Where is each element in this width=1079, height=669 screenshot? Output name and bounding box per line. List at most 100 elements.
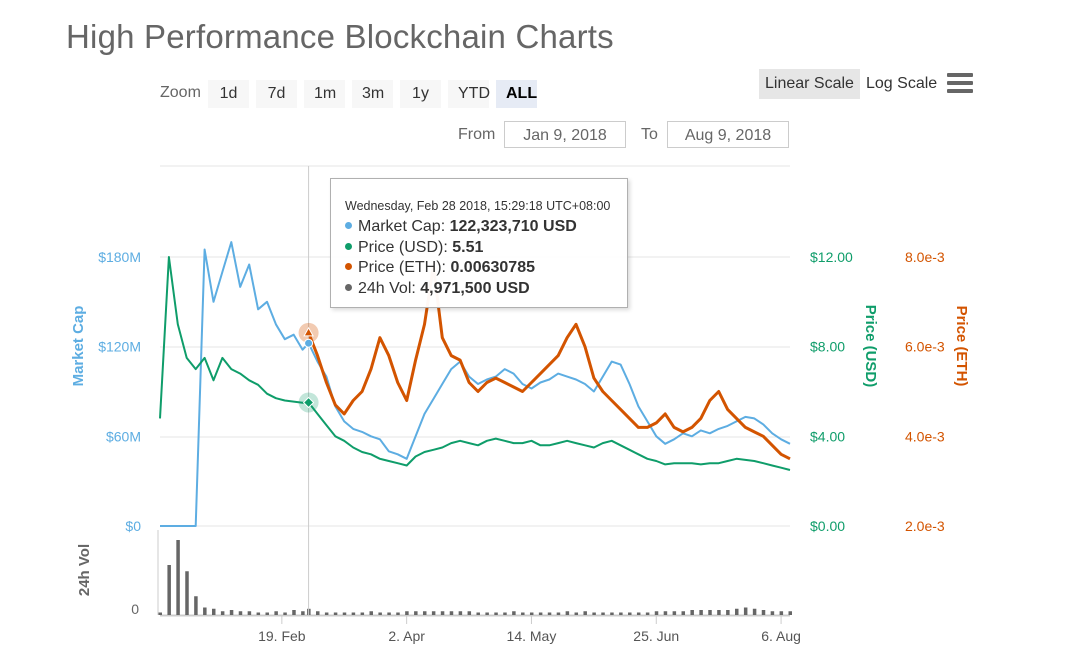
tooltip-value: 0.00630785 [450, 259, 535, 276]
zoom-1y-button[interactable]: 1y [400, 80, 441, 108]
left-axis-tick-label: $180M [98, 249, 141, 265]
volume-bar [726, 610, 730, 615]
tooltip-value: 122,323,710 USD [449, 218, 577, 235]
volume-bar [743, 607, 748, 615]
price-usd-line [159, 256, 791, 471]
volume-bar [681, 611, 686, 615]
volume-bar [292, 610, 296, 615]
left-axis-tick-label: $0 [125, 518, 141, 534]
price-usd-axis-tick-label: $12.00 [810, 249, 853, 265]
price-usd-axis-tick-label: $0.00 [810, 518, 845, 534]
volume-bar [229, 610, 234, 615]
volume-bar [351, 612, 356, 615]
volume-bar [494, 612, 498, 615]
volume-bar [592, 612, 596, 615]
volume-bar [203, 607, 207, 615]
hamburger-menu-icon[interactable] [947, 73, 973, 95]
volume-bar [440, 611, 445, 615]
tooltip-label: Market Cap: [358, 218, 446, 235]
volume-bar [238, 611, 243, 615]
volume-bar [167, 565, 171, 615]
range-from-input[interactable]: Jan 9, 2018 [504, 121, 626, 148]
volume-bar [583, 611, 587, 615]
price-eth-line [307, 264, 791, 461]
zoom-ytd-button[interactable]: YTD [448, 80, 490, 108]
volume-bar [538, 612, 543, 615]
volume-bar [283, 612, 287, 615]
volume-bar [449, 611, 454, 615]
x-axis-tick-label: 25. Jun [633, 628, 679, 644]
price-eth-axis-tick-label: 4.0e-3 [905, 428, 945, 444]
zoom-1d-button[interactable]: 1d [208, 80, 249, 108]
volume-bar [176, 540, 180, 615]
tooltip-row-price-usd: Price (USD): 5.51 [345, 238, 627, 259]
volume-bar [512, 611, 516, 615]
volume-bar [503, 612, 507, 615]
linear-scale-button[interactable]: Linear Scale [759, 69, 860, 99]
price-eth-axis-tick-label: 8.0e-3 [905, 249, 945, 265]
volume-bar [265, 612, 269, 615]
market-cap-dot-icon [345, 222, 352, 230]
x-axis-tick-label: 2. Apr [388, 628, 425, 644]
volume-bar [619, 612, 623, 615]
zoom-7d-button[interactable]: 7d [256, 80, 297, 108]
x-axis-tick-label: 6. Aug [761, 628, 801, 644]
zoom-3m-button[interactable]: 3m [352, 80, 393, 108]
volume-bar [645, 612, 650, 615]
tooltip-row-volume: 24h Vol: 4,971,500 USD [345, 279, 627, 300]
tooltip-value: 5.51 [452, 238, 484, 256]
volume-bar [565, 611, 570, 615]
volume-bar [663, 611, 668, 615]
volume-bar [752, 608, 757, 615]
volume-axis-title: 24h Vol [76, 544, 93, 596]
chart-tooltip: Wednesday, Feb 28 2018, 15:29:18 UTC+08:… [330, 178, 628, 308]
tooltip-label: 24h Vol: [358, 279, 416, 297]
volume-bar [735, 608, 739, 615]
volume-bar [369, 611, 373, 615]
volume-bar [628, 612, 632, 615]
volume-bar [699, 610, 703, 615]
volume-bar [708, 610, 712, 615]
log-scale-button[interactable]: Log Scale [866, 75, 938, 92]
volume-bar [610, 612, 614, 615]
market-cap-line [160, 241, 791, 527]
volume-bar [521, 612, 525, 615]
volume-bar [788, 611, 792, 615]
tooltip-value: 4,971,500 USD [420, 279, 530, 297]
market-cap-axis-title: Market Cap [70, 306, 87, 387]
volume-bar [690, 610, 694, 615]
volume-bar [301, 611, 305, 615]
volume-bar [158, 612, 162, 615]
zoom-all-button[interactable]: ALL [496, 80, 537, 108]
volume-axis-tick-label: 0 [131, 601, 139, 617]
range-to-input[interactable]: Aug 9, 2018 [667, 121, 789, 148]
tooltip-row-market-cap: Market Cap: 122,323,710 USD [345, 217, 627, 238]
volume-bar [672, 611, 677, 615]
volume-bar [431, 611, 436, 615]
volume-bar [220, 611, 225, 615]
price-eth-axis-tick-label: 6.0e-3 [905, 339, 945, 355]
x-axis-tick-label: 19. Feb [258, 628, 306, 644]
volume-bar [360, 612, 365, 615]
volume-bar [574, 612, 579, 615]
range-from-label: From [458, 126, 496, 143]
volume-bar [194, 596, 198, 615]
volume-bar [761, 610, 766, 615]
volume-bar [485, 612, 489, 615]
volume-bar [476, 612, 480, 615]
volume-bar [654, 611, 659, 615]
volume-bar [247, 611, 252, 615]
page-title: High Performance Blockchain Charts [66, 18, 614, 55]
volume-bar [256, 612, 261, 615]
volume-bar [458, 611, 463, 615]
volume-bar [601, 612, 605, 615]
volume-bar [274, 611, 278, 615]
zoom-1m-button[interactable]: 1m [304, 80, 345, 108]
volume-bar [405, 611, 409, 615]
volume-bar [467, 611, 472, 615]
price-usd-axis-tick-label: $4.00 [810, 428, 845, 444]
price-usd-axis-title: Price (USD) [862, 305, 879, 388]
zoom-label: Zoom [160, 84, 201, 101]
volume-bar [333, 612, 338, 615]
